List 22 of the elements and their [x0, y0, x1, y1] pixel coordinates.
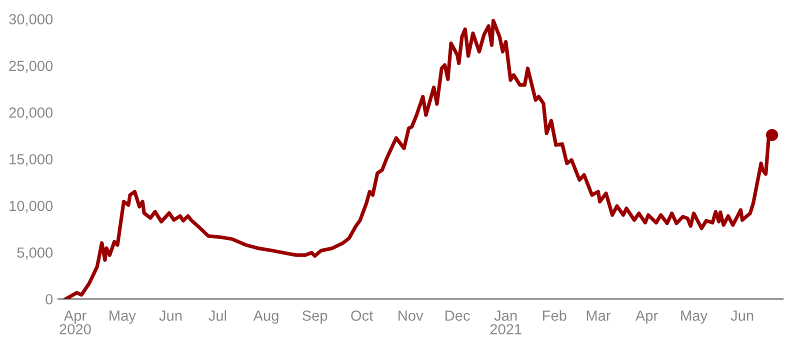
y-tick-label: 30,000 — [9, 14, 53, 26]
x-tick-label: Feb — [543, 310, 566, 321]
y-tick-label: 25,000 — [9, 60, 53, 73]
x-tick-label: Apr 2020 — [60, 310, 91, 334]
y-tick-label: 10,000 — [10, 200, 53, 213]
x-tick-label: Mar — [586, 310, 611, 321]
x-tick-label: Jun — [730, 310, 754, 321]
x-tick-label: Nov — [398, 310, 424, 321]
y-tick-label: 15,000 — [10, 154, 53, 166]
x-tick-label: May — [110, 310, 136, 324]
y-tick-label: 0 — [46, 294, 53, 304]
y-tick-label: 5,000 — [17, 247, 53, 260]
x-tick-label: Jul — [208, 310, 226, 321]
x-tick-label: Sep — [302, 310, 328, 324]
x-tick-label: Jan 2021 — [490, 310, 522, 334]
x-tick-label: Dec — [446, 310, 470, 321]
x-tick-label: Oct — [351, 310, 374, 321]
x-tick-label: Jun — [159, 310, 182, 321]
y-tick-label: 20,000 — [9, 107, 53, 120]
x-tick-label: May — [681, 310, 708, 324]
x-tick-label: Apr — [635, 310, 658, 324]
x-tick-label: Aug — [253, 310, 278, 324]
